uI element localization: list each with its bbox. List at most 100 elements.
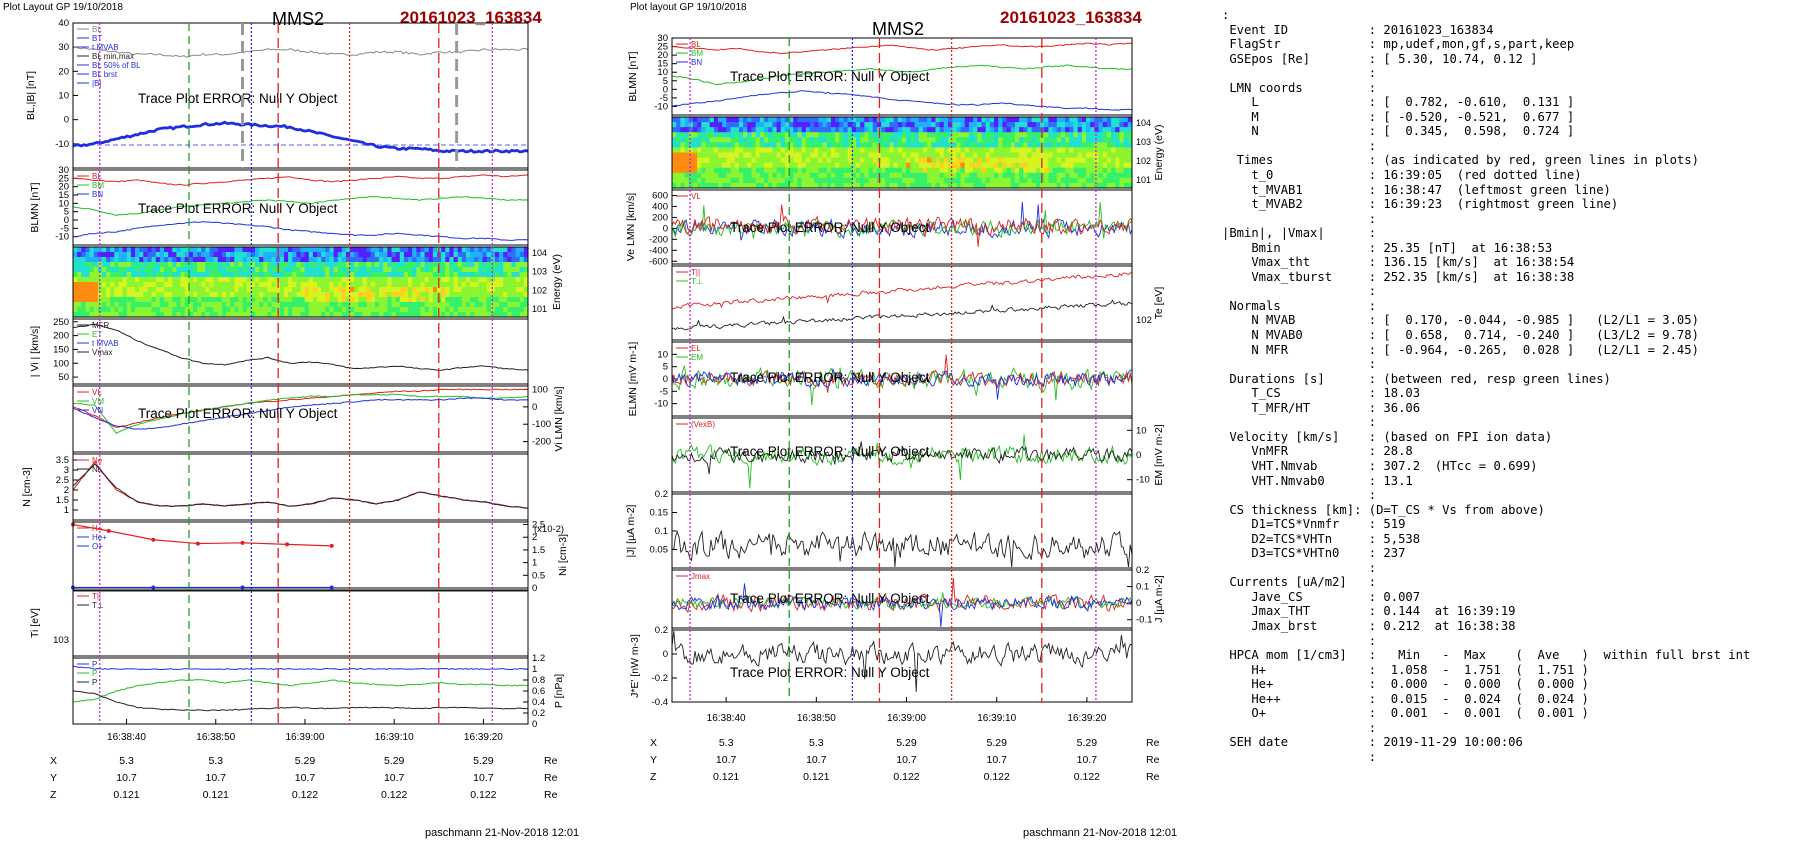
- spectrogram-cell: [1035, 157, 1041, 164]
- spectrogram-cell: [860, 157, 865, 164]
- spectrogram-cell: [308, 267, 314, 273]
- spectrogram-cell: [764, 132, 769, 138]
- spectrogram-cell: [445, 282, 450, 288]
- y-axis-label: |J| [µA m-2]: [625, 504, 637, 557]
- spectrogram-cell: [902, 117, 907, 123]
- spectrogram-cell: [789, 127, 794, 133]
- spectrogram-cell: [1035, 172, 1041, 179]
- spectrogram-cell: [1081, 152, 1087, 158]
- spectrogram-cell: [868, 122, 874, 128]
- spectrogram-cell: [931, 177, 936, 184]
- spectrogram-cell: [205, 302, 210, 308]
- spectrogram-cell: [709, 132, 715, 138]
- spectrogram-cell: [701, 137, 706, 143]
- spectrogram-cell: [288, 252, 293, 258]
- spectrogram-cell: [718, 142, 723, 148]
- spectrogram-cell: [283, 302, 289, 308]
- spectrogram-cell: [810, 147, 815, 153]
- spectrogram-cell: [776, 122, 782, 128]
- y-axis-label: J [µA m-2]: [1153, 575, 1165, 623]
- spectrogram-cell: [308, 297, 314, 303]
- spectrogram-cell: [507, 252, 512, 258]
- spectrogram-cell: [180, 287, 186, 293]
- spectrogram-cell: [403, 292, 409, 298]
- spectrogram-cell: [764, 117, 769, 123]
- spectrogram-cell: [906, 177, 911, 184]
- spectrogram-cell: [296, 307, 301, 313]
- spectrogram-cell: [515, 282, 521, 288]
- spectrogram-cell: [780, 147, 786, 153]
- spectrogram-cell: [279, 262, 285, 268]
- spectrogram-cell: [494, 252, 500, 258]
- spectrogram-cell: [259, 267, 264, 273]
- spectrogram-cell: [927, 132, 932, 138]
- spectrogram-cell: [759, 177, 765, 184]
- spectrogram-cell: [939, 117, 945, 123]
- spectrogram-cell: [1031, 172, 1037, 179]
- spectrogram-cell: [856, 162, 861, 169]
- spectrogram-cell: [814, 137, 819, 143]
- spectrogram-cell: [810, 152, 815, 158]
- spectrogram-cell: [830, 137, 836, 143]
- spectrogram-cell: [738, 152, 744, 158]
- spectrogram-cell: [209, 287, 215, 293]
- spectrogram-cell: [85, 267, 90, 273]
- spectrogram-cell: [1060, 122, 1066, 128]
- spectrogram-cell: [383, 287, 388, 293]
- spectrogram-cell: [482, 257, 488, 263]
- spectrogram-cell: [680, 117, 685, 123]
- spectrogram-cell: [428, 297, 434, 303]
- spectrogram-cell: [81, 312, 86, 318]
- spectrogram-cell: [250, 292, 256, 298]
- spectrogram-cell: [346, 282, 351, 288]
- spectrogram-cell: [230, 307, 235, 313]
- spectrogram-cell: [676, 182, 681, 189]
- spectrogram-cell: [1014, 172, 1020, 179]
- spectrogram-cell: [428, 252, 434, 258]
- spectrogram-cell: [814, 117, 819, 123]
- series-point: [285, 542, 290, 547]
- spectrogram-cell: [1002, 142, 1007, 148]
- spectrogram-cell: [155, 307, 161, 313]
- spectrogram-cell: [1056, 137, 1062, 143]
- y-tick-label: -0.2: [652, 673, 668, 684]
- spectrogram-cell: [399, 292, 405, 298]
- spectrogram-cell: [395, 312, 401, 318]
- spectrogram-cell: [267, 287, 272, 293]
- spectrogram-cell: [250, 302, 256, 308]
- spectrogram-cell: [457, 247, 463, 253]
- spectrogram-cell: [329, 307, 334, 313]
- spectrogram-cell: [998, 152, 1003, 158]
- spectrogram-cell: [474, 287, 479, 293]
- spectrogram-cell: [868, 117, 874, 123]
- spectrogram-cell: [847, 172, 853, 179]
- spectrogram-cell: [851, 177, 857, 184]
- spectrogram-cell: [366, 302, 372, 308]
- panel-frame: [671, 493, 1133, 569]
- spectrogram-cell: [734, 177, 740, 184]
- spectrogram-cell: [412, 307, 417, 313]
- spectrogram-cell: [1119, 152, 1125, 158]
- spectrogram-cell: [383, 247, 388, 253]
- spectrogram-cell: [412, 252, 417, 258]
- spectrogram-cell: [147, 297, 152, 303]
- spectrogram-cell: [114, 247, 119, 253]
- spectrogram-cell: [1035, 167, 1041, 174]
- spectrogram-cell: [956, 137, 961, 143]
- spectrogram-cell: [793, 147, 798, 153]
- spectrogram-cell: [89, 247, 95, 253]
- spectrogram-cell: [893, 127, 899, 133]
- spectrogram-cell: [234, 267, 239, 273]
- y-tick-label: 0.15: [650, 508, 669, 519]
- spectrogram-cell: [743, 117, 748, 123]
- spectrogram-cell: [964, 167, 970, 174]
- spectrogram-cell: [403, 282, 409, 288]
- spectrogram-cell: [872, 162, 878, 169]
- spectrogram-cell: [333, 282, 339, 288]
- spectrogram-cell: [1077, 147, 1083, 153]
- spectrogram-cell: [221, 277, 227, 283]
- spectrogram-cell: [379, 262, 384, 268]
- spectrogram-cell: [885, 177, 890, 184]
- spectrogram-cell: [1127, 167, 1133, 174]
- spectrogram-cell: [1077, 167, 1083, 174]
